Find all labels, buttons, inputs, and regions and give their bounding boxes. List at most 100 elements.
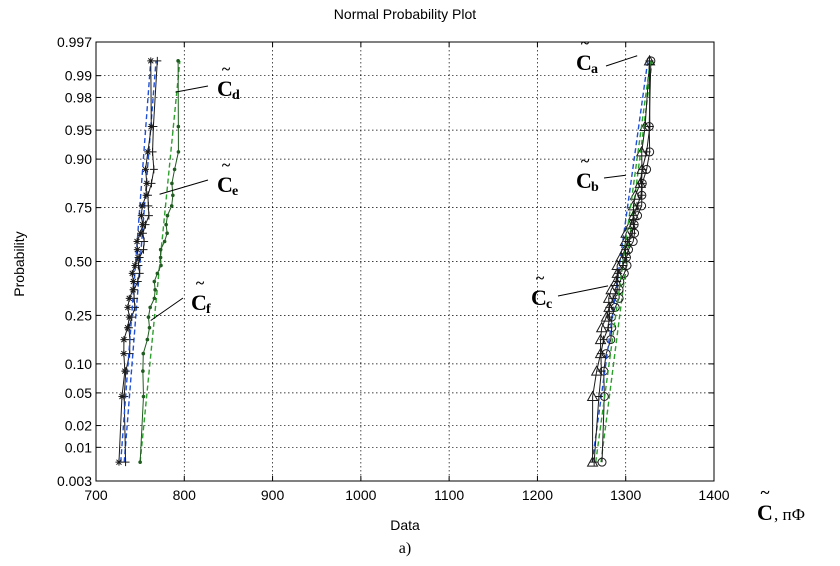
data-point [118, 392, 126, 400]
data-point [155, 271, 160, 276]
data-point [120, 336, 128, 344]
annotation-symbol: C [576, 50, 592, 75]
data-point [142, 191, 150, 199]
y-tick-label: 0.003 [57, 473, 92, 489]
data-point [614, 269, 623, 278]
y-tick-label: 0.10 [65, 356, 92, 372]
data-point [128, 269, 136, 277]
y-tick-label: 0.99 [65, 68, 92, 84]
annotation-symbol: C [217, 172, 233, 197]
data-point [628, 229, 637, 238]
data-point [129, 286, 137, 294]
x-axis-label: Data [390, 517, 420, 533]
x-tick-label: 1100 [434, 487, 464, 503]
annotation-tilde: ~ [581, 153, 590, 170]
data-point [121, 367, 129, 375]
annotation-label-Ca: ~C a [576, 35, 598, 77]
data-point [159, 263, 163, 268]
unit-label: ~ C , пФ [757, 483, 805, 525]
x-tick-label: 800 [173, 487, 197, 503]
unit-label-suffix: , пФ [774, 505, 805, 524]
series-Ca [597, 56, 656, 467]
x-tick-label: 1000 [345, 487, 376, 503]
data-point [144, 211, 153, 220]
annotation-tilde: ~ [581, 35, 590, 52]
data-point [121, 458, 130, 467]
annotation-tilde: ~ [536, 270, 545, 287]
annotation-symbol: C [191, 290, 207, 315]
annotation-tilde: ~ [196, 275, 205, 292]
data-point [152, 279, 157, 284]
y-tick-label: 0.75 [65, 200, 92, 216]
y-axis-label: Probability [11, 231, 27, 296]
fit-line-Cf [120, 60, 152, 463]
annotation-subscript: e [232, 184, 238, 199]
chart-title: Normal Probability Plot [334, 6, 476, 22]
annotation-layer: ~C d~C e~C f~C a~C b~C c [150, 35, 638, 321]
y-tick-label: 0.98 [65, 89, 92, 105]
data-point [162, 239, 167, 244]
data-point [147, 57, 155, 65]
data-point [124, 303, 132, 311]
data-point [629, 211, 638, 220]
annotation-leader-Cb [603, 174, 626, 179]
data-point [590, 458, 599, 467]
data-point [153, 56, 162, 65]
data-point [120, 350, 128, 358]
data-point [621, 245, 630, 254]
annotation-label-Cf: ~C f [191, 275, 211, 317]
data-point [137, 212, 145, 220]
annotation-symbol: C [576, 168, 592, 193]
unit-label-symbol: C [757, 500, 773, 525]
data-point [145, 337, 150, 342]
data-point [637, 191, 646, 200]
data-point [605, 313, 614, 322]
annotation-label-Cc: ~C c [531, 270, 552, 312]
y-tick-label: 0.02 [65, 418, 92, 434]
data-point [169, 204, 174, 208]
annotation-symbol: C [217, 76, 233, 101]
data-point [638, 165, 647, 174]
data-point [144, 148, 152, 156]
x-tick-label: 1400 [698, 487, 729, 503]
data-point [148, 305, 152, 310]
y-tick-label: 0.90 [65, 151, 92, 167]
data-point [613, 285, 622, 294]
annotation-leader-Ce [159, 179, 209, 195]
data-point [140, 237, 149, 246]
data-point [158, 247, 163, 252]
data-point [153, 287, 157, 292]
data-point [594, 392, 603, 401]
data-point [604, 323, 613, 332]
data-point [133, 246, 141, 254]
series-Cd [138, 59, 181, 464]
annotation-subscript: b [591, 180, 599, 195]
series-Cc [590, 56, 654, 467]
data-point [138, 460, 142, 464]
data-point [632, 201, 641, 210]
data-point [134, 254, 142, 262]
data-point [125, 313, 133, 321]
data-point [165, 231, 169, 236]
data-point [645, 122, 654, 131]
data-point [637, 179, 646, 188]
data-point [642, 147, 651, 156]
annotation-subscript: f [206, 302, 211, 317]
data-point [176, 150, 181, 154]
x-tick-label: 1300 [610, 487, 641, 503]
grid-layer [95, 41, 715, 482]
data-point [176, 124, 181, 129]
data-layer [115, 54, 656, 467]
data-point [142, 165, 150, 173]
fit-line-Ce [123, 60, 157, 463]
data-point [596, 349, 605, 358]
annotation-tilde: ~ [222, 157, 231, 174]
data-point [147, 325, 152, 330]
annotation-leader-Cf [150, 297, 184, 321]
data-point [147, 123, 155, 131]
data-point [605, 303, 614, 312]
data-point [164, 222, 168, 227]
data-point [129, 277, 137, 285]
